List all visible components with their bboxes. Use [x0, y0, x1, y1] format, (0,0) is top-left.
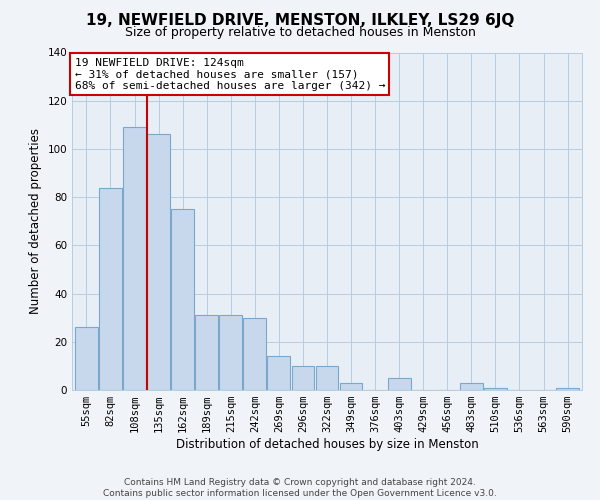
Bar: [171, 209, 194, 390]
Bar: [123, 127, 146, 390]
Bar: [99, 188, 122, 390]
Bar: [388, 378, 410, 390]
Text: 19, NEWFIELD DRIVE, MENSTON, ILKLEY, LS29 6JQ: 19, NEWFIELD DRIVE, MENSTON, ILKLEY, LS2…: [86, 12, 514, 28]
Text: Size of property relative to detached houses in Menston: Size of property relative to detached ho…: [125, 26, 475, 39]
X-axis label: Distribution of detached houses by size in Menston: Distribution of detached houses by size …: [176, 438, 478, 451]
Bar: [340, 383, 362, 390]
Y-axis label: Number of detached properties: Number of detached properties: [29, 128, 42, 314]
Bar: [244, 318, 266, 390]
Bar: [484, 388, 507, 390]
Bar: [147, 134, 170, 390]
Bar: [195, 316, 218, 390]
Bar: [316, 366, 338, 390]
Bar: [268, 356, 290, 390]
Bar: [75, 328, 98, 390]
Bar: [220, 316, 242, 390]
Bar: [556, 388, 579, 390]
Bar: [460, 383, 483, 390]
Text: Contains HM Land Registry data © Crown copyright and database right 2024.
Contai: Contains HM Land Registry data © Crown c…: [103, 478, 497, 498]
Bar: [292, 366, 314, 390]
Text: 19 NEWFIELD DRIVE: 124sqm
← 31% of detached houses are smaller (157)
68% of semi: 19 NEWFIELD DRIVE: 124sqm ← 31% of detac…: [74, 58, 385, 91]
